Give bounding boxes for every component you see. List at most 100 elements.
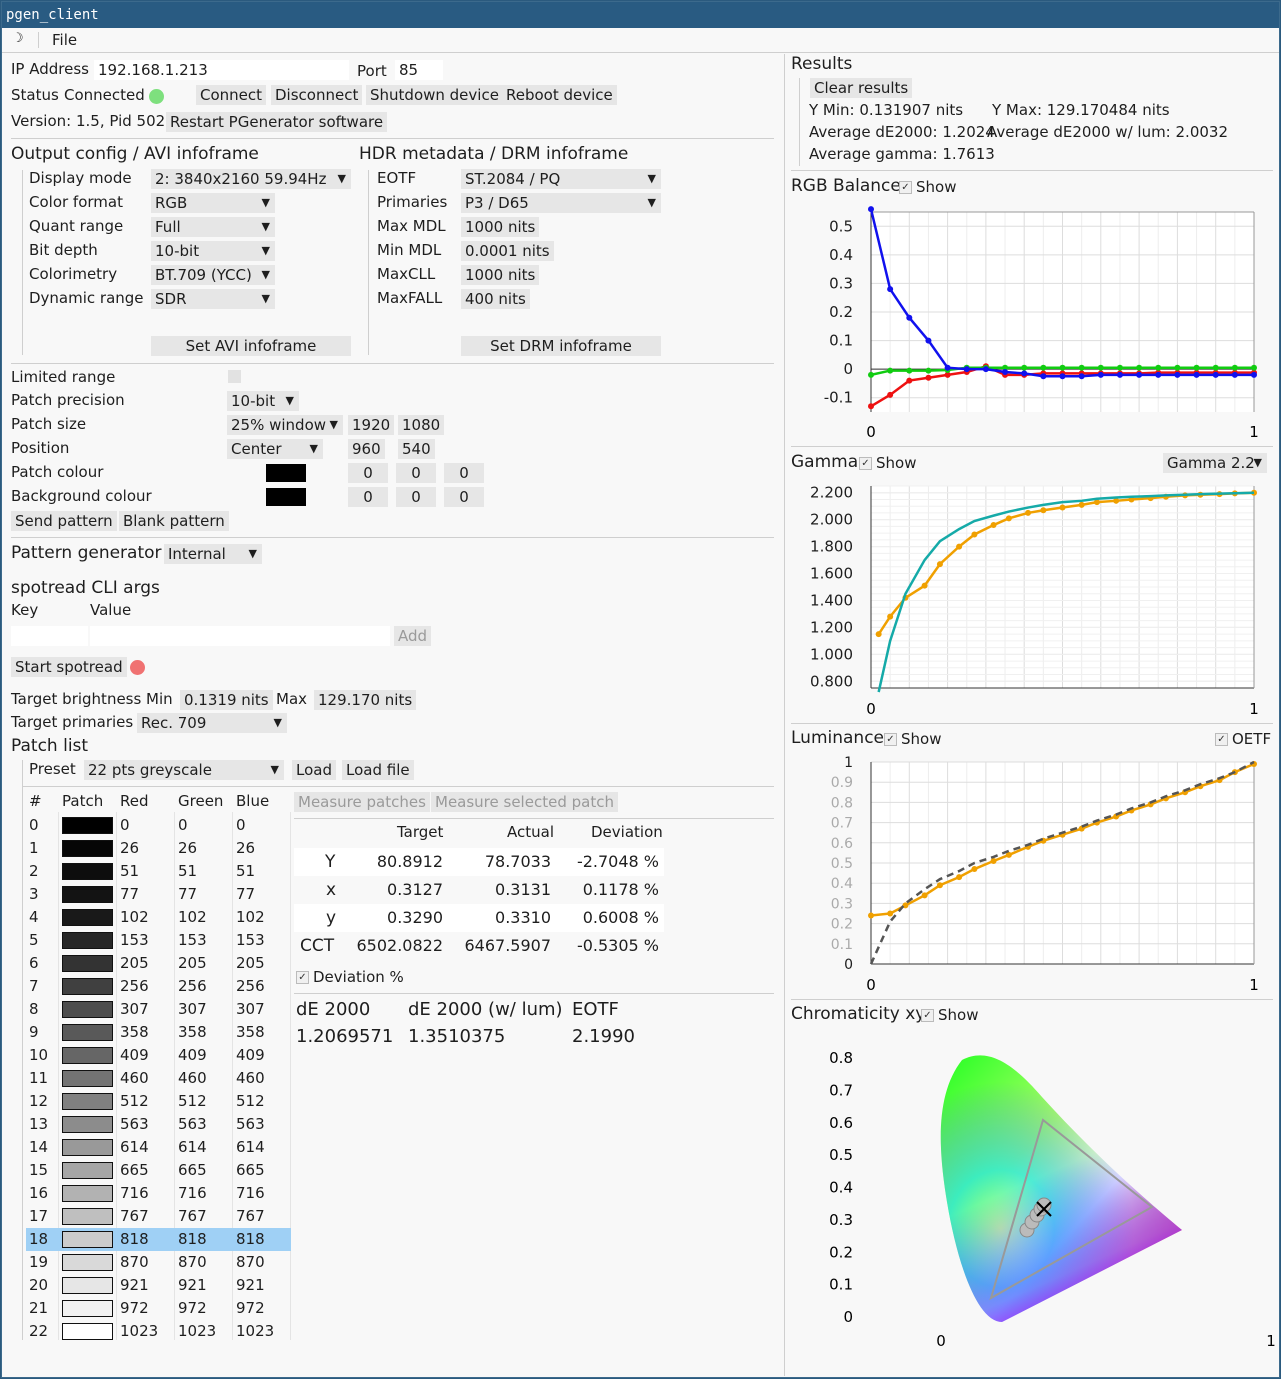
data-point	[1136, 371, 1143, 378]
data-point	[1174, 364, 1181, 371]
check-icon: ✓	[921, 1009, 934, 1022]
drm-select[interactable]: ST.2084 / PQ ▼	[461, 169, 661, 189]
disconnect-button[interactable]: Disconnect	[271, 85, 363, 105]
y-tick-label: 0.6	[831, 836, 853, 852]
drm-label: Min MDL	[377, 241, 442, 259]
patch-red: 460	[120, 1069, 149, 1087]
avi-select[interactable]: 10-bit ▼	[151, 241, 275, 261]
patch-swatch	[62, 1277, 113, 1294]
precision-select[interactable]: 10-bit ▼	[227, 391, 299, 411]
patch-green: 1023	[178, 1322, 217, 1340]
ip-input[interactable]: 192.168.1.213	[94, 60, 349, 80]
gamma-show-toggle[interactable]: ✓ Show	[859, 454, 916, 472]
load-file-button[interactable]: Load file	[342, 760, 414, 780]
restart-button[interactable]: Restart PGenerator software	[166, 112, 388, 132]
data-point	[1193, 364, 1200, 371]
data-point	[1040, 373, 1047, 380]
y-tick-label: 0.2	[829, 1243, 853, 1261]
size-select[interactable]: 25% window ▼	[227, 415, 343, 435]
connect-button[interactable]: Connect	[196, 85, 267, 105]
patch-index: 6	[29, 954, 39, 972]
position-select[interactable]: Center ▼	[227, 439, 323, 459]
port-input[interactable]: 85	[395, 60, 443, 80]
measure-selected-button[interactable]: Measure selected patch	[431, 792, 618, 812]
data-point	[1231, 371, 1238, 378]
target-primaries-select[interactable]: Rec. 709 ▼	[137, 713, 287, 733]
gamma-title: Gamma	[791, 452, 859, 472]
value-input[interactable]	[90, 626, 390, 646]
patch-green: 563	[178, 1115, 207, 1133]
chromaticity-show-toggle[interactable]: ✓ Show	[921, 1006, 978, 1024]
eotf-header: EOTF	[572, 999, 619, 1020]
set-avi-button[interactable]: Set AVI infoframe	[151, 336, 351, 356]
generator-select[interactable]: Internal ▼	[164, 544, 262, 564]
send-pattern-button[interactable]: Send pattern	[11, 511, 117, 531]
drm-select[interactable]: P3 / D65 ▼	[461, 193, 661, 213]
patch-index: 11	[29, 1069, 49, 1087]
position-y[interactable]: 540	[398, 439, 435, 459]
rgb-show-toggle[interactable]: ✓ Show	[899, 178, 956, 196]
patch-green: 767	[178, 1207, 207, 1225]
patch-green[interactable]: 0	[396, 463, 436, 483]
drm-value[interactable]: 0.0001 nits	[461, 241, 554, 261]
shutdown-button[interactable]: Shutdown device	[366, 85, 503, 105]
patch-blue[interactable]: 0	[444, 463, 484, 483]
x-tick-label: 1	[1249, 976, 1259, 994]
measure-actual: 6467.5907	[464, 936, 551, 955]
blank-pattern-button[interactable]: Blank pattern	[119, 511, 229, 531]
patch-red: 921	[120, 1276, 149, 1294]
data-point	[1113, 497, 1120, 504]
measure-actual: 0.3310	[495, 908, 551, 927]
bg-red[interactable]: 0	[348, 487, 388, 507]
data-point	[887, 391, 894, 398]
min-brightness[interactable]: 0.1319 nits	[180, 690, 273, 710]
patch-blue: 716	[236, 1184, 265, 1202]
bg-colour-swatch[interactable]	[266, 488, 306, 506]
drm-value[interactable]: 1000 nits	[461, 217, 540, 237]
patch-colour-swatch[interactable]	[266, 464, 306, 482]
patch-blue: 972	[236, 1299, 265, 1317]
bg-blue[interactable]: 0	[444, 487, 484, 507]
app-icon[interactable]: ☽	[12, 31, 24, 46]
position-x[interactable]: 960	[348, 439, 385, 459]
avi-label: Color format	[29, 193, 123, 211]
data-point	[1174, 371, 1181, 378]
luminance-show-toggle[interactable]: ✓ Show	[884, 730, 941, 748]
preset-select[interactable]: 22 pts greyscale ▼	[84, 760, 284, 780]
port-label: Port	[357, 62, 387, 80]
start-spotread-button[interactable]: Start spotread	[11, 657, 127, 677]
bg-green[interactable]: 0	[396, 487, 436, 507]
limited-range-checkbox[interactable]	[228, 370, 241, 383]
patch-index: 5	[29, 931, 39, 949]
max-brightness[interactable]: 129.170 nits	[314, 690, 417, 710]
drm-value[interactable]: 1000 nits	[461, 265, 540, 285]
reboot-button[interactable]: Reboot device	[502, 85, 617, 105]
y-tick-label: 0.8	[829, 1049, 853, 1067]
avi-select[interactable]: 2: 3840x2160 59.94Hz ▼	[151, 169, 351, 189]
patch-swatch	[62, 1231, 113, 1248]
patch-red[interactable]: 0	[348, 463, 388, 483]
gamma-target-select[interactable]: Gamma 2.2 ▼	[1163, 453, 1267, 473]
max-label: Max	[276, 690, 308, 708]
avi-label: Bit depth	[29, 241, 98, 259]
drm-label: MaxFALL	[377, 289, 443, 307]
drm-value[interactable]: 400 nits	[461, 289, 530, 309]
deviation-toggle[interactable]: ✓ Deviation %	[296, 968, 404, 986]
key-input[interactable]	[11, 626, 88, 646]
menu-file[interactable]: File	[52, 31, 78, 49]
add-arg-button[interactable]: Add	[394, 626, 432, 646]
avi-select[interactable]: RGB ▼	[151, 193, 275, 213]
avi-select[interactable]: BT.709 (YCC) ▼	[151, 265, 275, 285]
oetf-toggle[interactable]: ✓ OETF	[1215, 730, 1271, 748]
clear-results-button[interactable]: Clear results	[810, 78, 913, 98]
patch-index: 22	[29, 1322, 49, 1340]
size-width[interactable]: 1920	[348, 415, 395, 435]
load-button[interactable]: Load	[292, 760, 336, 780]
size-height[interactable]: 1080	[398, 415, 445, 435]
y-tick-label: 1.800	[810, 538, 853, 556]
patch-swatch	[62, 1185, 113, 1202]
measure-patches-button[interactable]: Measure patches	[294, 792, 430, 812]
avi-select[interactable]: Full ▼	[151, 217, 275, 237]
avi-select[interactable]: SDR ▼	[151, 289, 275, 309]
set-drm-button[interactable]: Set DRM infoframe	[461, 336, 661, 356]
